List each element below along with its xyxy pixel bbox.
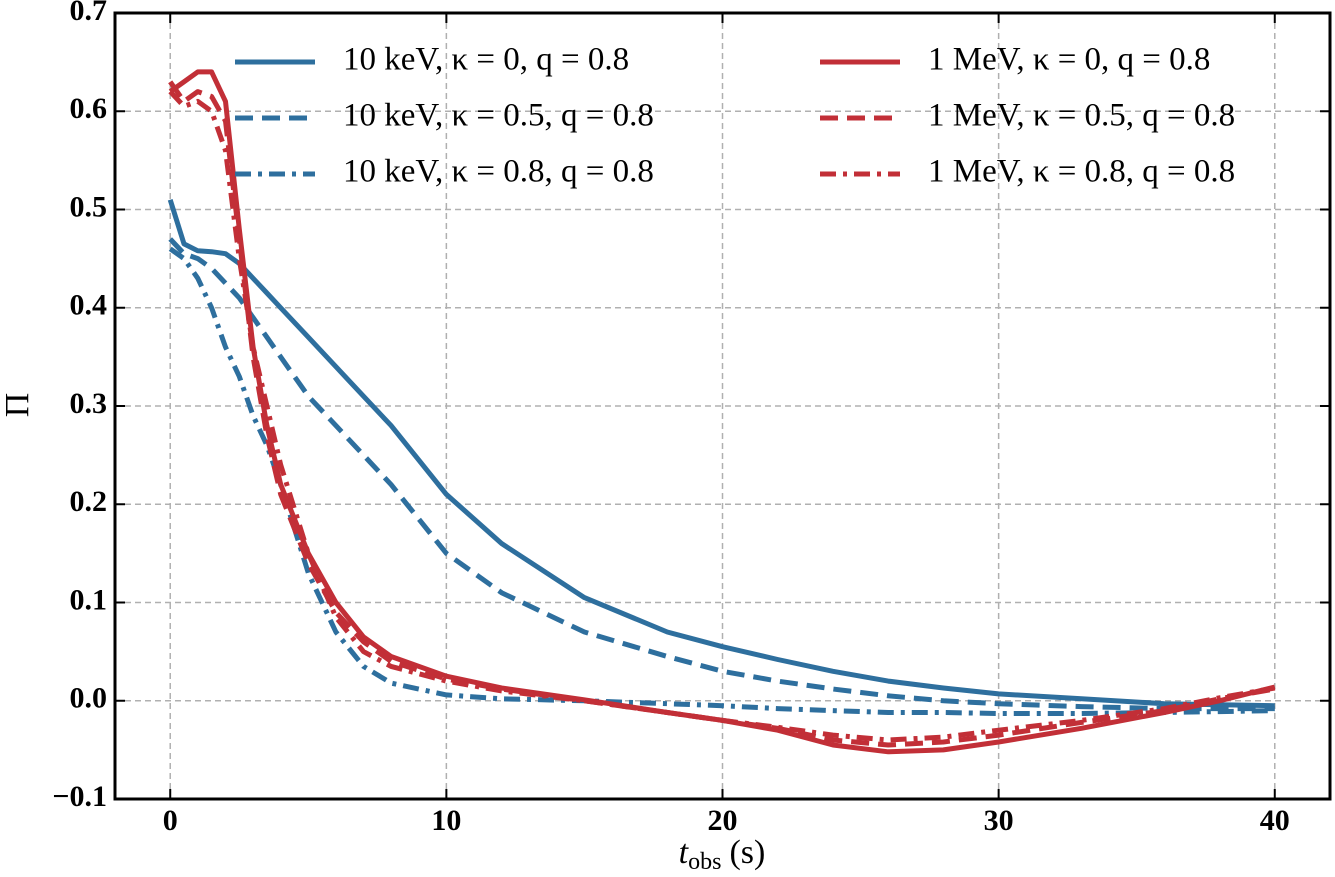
- series-line: [168, 237, 1275, 712]
- legend-label: 10 keV, κ = 0, q = 0.8: [343, 42, 629, 78]
- y-axis-label: Π: [0, 393, 36, 418]
- series-line: [167, 198, 1275, 709]
- x-tick-label: 30: [984, 804, 1014, 837]
- y-tick-label: 0.6: [70, 92, 108, 125]
- y-tick-label: 0.3: [70, 387, 108, 420]
- legend-label: 10 keV, κ = 0.5, q = 0.8: [343, 98, 654, 134]
- x-tick-label: 0: [163, 804, 178, 837]
- legend: 10 keV, κ = 0, q = 0.8 10 keV, κ = 0.5, q…: [235, 42, 1235, 190]
- y-tick-label: 0.5: [70, 190, 108, 223]
- y-tick-label: −0.1: [52, 780, 107, 813]
- y-tick-label: 0.4: [70, 289, 108, 322]
- legend-label: 10 keV, κ = 0.8, q = 0.8: [343, 154, 654, 190]
- y-tick-label: 0.7: [70, 0, 108, 27]
- y-tick-label: 0.1: [70, 583, 108, 616]
- x-tick-label: 20: [708, 804, 738, 837]
- plot-frame: [113, 11, 1332, 801]
- legend-label: 1 MeV, κ = 0.5, q = 0.8: [928, 98, 1235, 134]
- x-tick-label: 10: [431, 804, 461, 837]
- y-tick-label: 0.2: [70, 485, 108, 518]
- series-line: [168, 246, 1275, 716]
- legend-label: 1 MeV, κ = 0.8, q = 0.8: [928, 154, 1235, 190]
- series-line: [168, 80, 1276, 748]
- x-axis-label: tobs (s): [679, 834, 766, 875]
- series-line: [168, 69, 1276, 755]
- legend-label: 1 MeV, κ = 0, q = 0.8: [928, 42, 1210, 78]
- y-tick-label: 0.0: [70, 682, 108, 715]
- x-tick-label: 40: [1260, 804, 1290, 837]
